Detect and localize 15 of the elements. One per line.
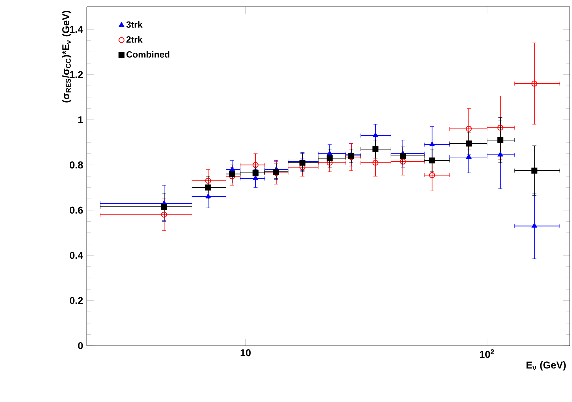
y-tick-label: 0 bbox=[78, 342, 84, 350]
legend-label: 2trk bbox=[126, 36, 143, 43]
legend-label: 3trk bbox=[126, 21, 143, 28]
y-tick-label: 1 bbox=[78, 116, 84, 124]
y-tick-label: 1.2 bbox=[70, 71, 84, 78]
y-tick-label: 0.6 bbox=[70, 206, 84, 214]
legend-label: Combined bbox=[126, 51, 170, 58]
y-tick-label: 1.4 bbox=[70, 26, 84, 34]
x-tick-label: 10 bbox=[240, 350, 251, 357]
x-tick-label: 10$^{2}$ bbox=[480, 350, 494, 358]
y-axis-title: (σ$_{RES}$/σ$_{CC}$)*E$_{ν}$ (GeV) bbox=[62, 11, 72, 103]
y-tick-label: 0.8 bbox=[70, 162, 84, 169]
x-axis-title: E$_{ν}$ (GeV) bbox=[526, 361, 566, 371]
y-tick-label: 0.2 bbox=[70, 297, 84, 304]
y-tick-label: 0.4 bbox=[70, 252, 84, 260]
